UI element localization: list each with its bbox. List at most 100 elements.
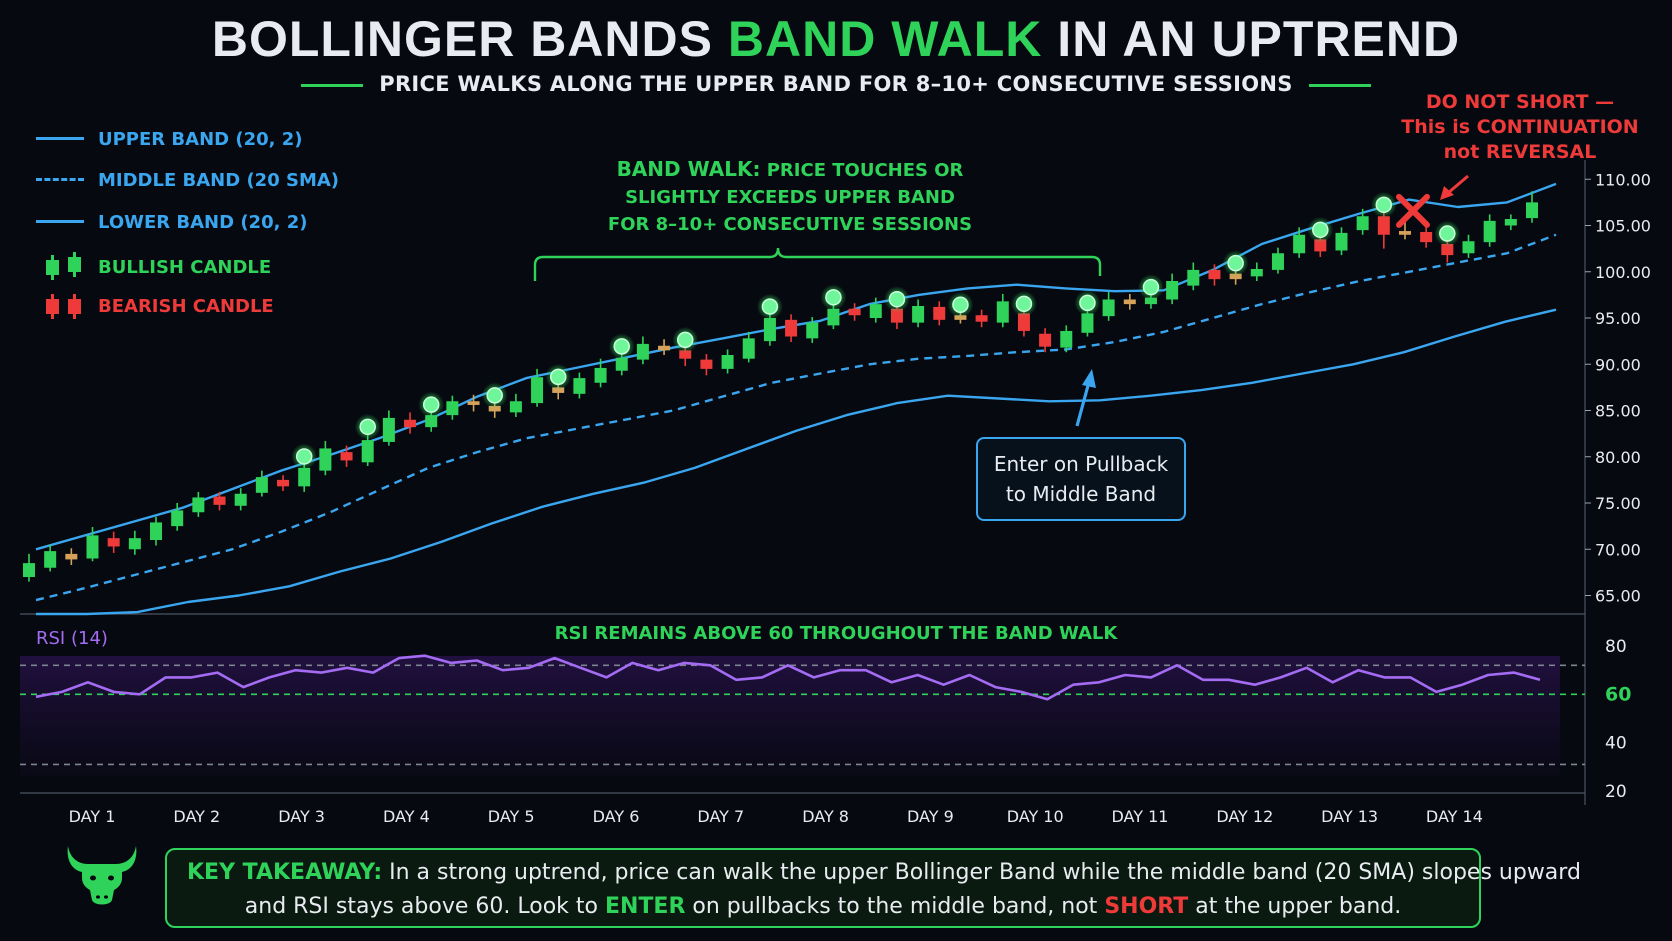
candle-body — [721, 355, 734, 369]
candle-body — [1504, 219, 1517, 226]
x-tick-label: DAY 8 — [802, 807, 849, 826]
x-tick-label: DAY 10 — [1007, 807, 1064, 826]
legend-bearish-candle: BEARISH CANDLE — [36, 291, 274, 321]
candle-body — [1483, 220, 1496, 243]
chart-title: BOLLINGER BANDS BAND WALK IN AN UPTREND — [211, 11, 1461, 67]
candle-body — [382, 417, 395, 442]
candle-body — [636, 343, 649, 360]
candle-body — [1420, 231, 1433, 243]
candle-body — [1187, 269, 1200, 286]
candle-body — [404, 419, 417, 428]
x-tick-label: DAY 9 — [907, 807, 954, 826]
candle-body — [86, 535, 99, 559]
touch-marker — [1227, 254, 1244, 272]
short-arrow-icon-head — [1440, 186, 1454, 200]
candle-body — [1356, 216, 1369, 231]
do-not-short-annotation: DO NOT SHORT — This is CONTINUATION not … — [1401, 91, 1639, 163]
y-tick-label: 75.00 — [1595, 494, 1641, 513]
candle-body — [763, 318, 776, 342]
touch-marker — [613, 338, 630, 355]
candle-body — [615, 357, 628, 371]
candle-body — [23, 563, 35, 577]
bullish-candle-icon — [36, 252, 84, 280]
band-walk-annotation: BAND WALK: PRICE TOUCHES OR SLIGHTLY EXC… — [607, 157, 973, 235]
y-tick-label: 80.00 — [1595, 448, 1641, 467]
x-tick-label: DAY 4 — [383, 807, 430, 826]
rsi-note: RSI REMAINS ABOVE 60 THROUGHOUT THE BAND… — [554, 623, 1118, 644]
x-tick-label: DAY 3 — [278, 807, 325, 826]
x-tick-label: DAY 7 — [697, 807, 744, 826]
candle-body — [1398, 231, 1411, 235]
candle-body — [1081, 313, 1094, 333]
candle-body — [171, 510, 184, 527]
subtitle-rule-right — [1308, 83, 1371, 87]
candle-body — [1144, 297, 1157, 305]
candle-body — [340, 452, 353, 461]
touch-marker — [1015, 295, 1033, 313]
candle-body — [277, 479, 290, 487]
candle-body — [890, 308, 903, 323]
candle-body — [1060, 330, 1073, 348]
candle-body — [933, 306, 946, 320]
candle-body — [531, 377, 544, 404]
candle-body — [488, 405, 501, 412]
legend-lower-band: LOWER BAND (20, 2) — [36, 207, 307, 237]
candle-body — [319, 448, 332, 471]
touch-marker — [1079, 294, 1096, 312]
candle-body — [552, 387, 565, 393]
touch-marker — [676, 331, 694, 349]
y-tick-label: 70.00 — [1595, 540, 1641, 559]
candle-body — [234, 493, 247, 506]
candle-body — [742, 338, 755, 359]
candle-body — [192, 497, 205, 513]
candle-body — [1229, 273, 1242, 280]
candle-body — [679, 350, 692, 359]
x-tick-label: DAY 1 — [69, 807, 116, 826]
candle-body — [848, 308, 861, 316]
x-tick-label: DAY 6 — [593, 807, 640, 826]
touch-marker — [761, 298, 779, 315]
candle-body — [1208, 269, 1221, 280]
y-tick-label: 95.00 — [1595, 309, 1641, 328]
bearish-candle-icon — [36, 294, 84, 319]
candle-body — [658, 345, 671, 351]
candle-body — [594, 367, 607, 383]
candle-body — [806, 322, 819, 339]
touch-marker — [952, 296, 969, 313]
y-tick-label: 100.00 — [1595, 263, 1651, 282]
candle-body — [1123, 299, 1136, 305]
candle-body — [65, 553, 78, 560]
candle-body — [255, 477, 268, 493]
candle-body — [912, 305, 925, 323]
entry-callout: Enter on Pullback to Middle Band — [976, 437, 1186, 521]
x-tick-label: DAY 2 — [173, 807, 220, 826]
takeaway-short: SHORT — [1104, 894, 1189, 919]
chart-subtitle: PRICE WALKS ALONG THE UPPER BAND FOR 8–1… — [0, 72, 1672, 96]
short-arrow-icon — [1447, 174, 1469, 195]
y-tick-label: 65.00 — [1595, 587, 1641, 606]
candle-body — [1271, 253, 1284, 270]
candle-body — [128, 538, 141, 550]
touch-marker — [486, 387, 503, 404]
x-tick-label: DAY 5 — [488, 807, 535, 826]
candle-body — [107, 538, 120, 547]
touch-marker — [1142, 278, 1160, 296]
rsi-tick-label: 80 — [1605, 637, 1627, 657]
candle-body — [785, 319, 798, 337]
x-tick-label: DAY 14 — [1426, 807, 1483, 826]
x-tick-label: DAY 12 — [1216, 807, 1273, 826]
candle-body — [1526, 202, 1538, 219]
x-tick-label: DAY 11 — [1112, 807, 1169, 826]
candle-body — [509, 401, 522, 413]
candle-body — [1293, 234, 1306, 254]
candle-body — [700, 359, 713, 369]
candle-body — [150, 522, 163, 540]
touch-marker — [1375, 196, 1393, 214]
touch-marker — [422, 396, 440, 413]
rsi-tick-label: 60 — [1605, 683, 1631, 705]
candle-body — [1017, 313, 1030, 331]
candle-body — [1441, 244, 1454, 256]
key-takeaway-box: KEY TAKEAWAY: In a strong uptrend, price… — [165, 848, 1581, 928]
y-tick-label: 110.00 — [1595, 170, 1651, 189]
